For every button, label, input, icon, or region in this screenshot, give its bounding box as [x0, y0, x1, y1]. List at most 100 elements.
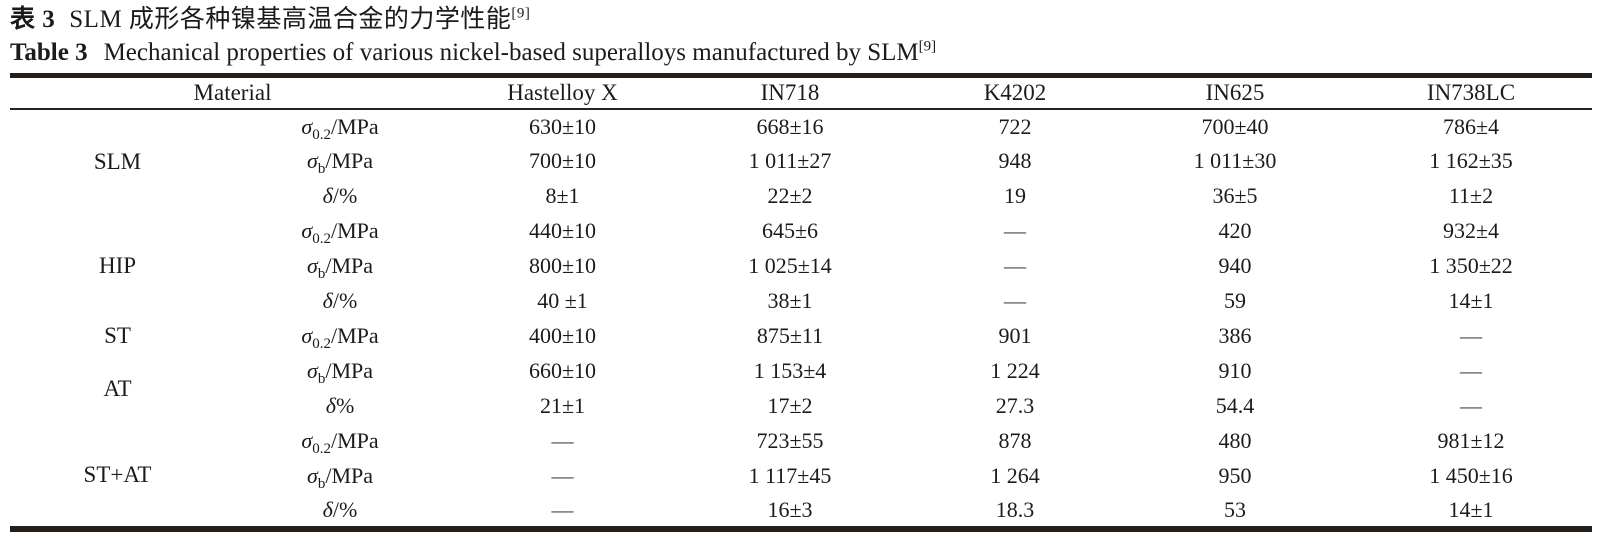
value-cell: 40 ±1 [537, 288, 588, 313]
value-cell: 53 [1224, 496, 1246, 522]
property-cell: σ0.2/MPa [301, 323, 379, 352]
value-cell: 1 224 [990, 358, 1040, 383]
value-cell: 800±10 [528, 253, 597, 278]
property-cell: σb/MPa [306, 358, 374, 387]
value-cell: 932±4 [1442, 218, 1500, 243]
value-cell: 480 [1218, 428, 1252, 453]
value-cell: 981±12 [1437, 428, 1505, 453]
header-row: Material Hastelloy X IN718 K4202 IN625 I… [10, 76, 1592, 109]
table-row: SLM σ0.2/MPa 630±10 668±16 722 700±40 78… [10, 109, 1592, 174]
value-cell: 722 [998, 113, 1032, 139]
value-cell: 630±10 [528, 113, 597, 139]
citation-ref-zh: [9] [511, 5, 531, 22]
value-cell: 660±10 [528, 358, 597, 383]
property-cell: σb/MPa [306, 148, 374, 177]
property-cell: σb/MPa [306, 463, 374, 492]
value-cell: 16±3 [767, 496, 813, 522]
table-caption-zh-text: SLM 成形各种镍基高温合金的力学性能 [69, 6, 512, 33]
citation-ref-en: [9] [918, 38, 937, 55]
value-cell: 1 350±22 [1429, 253, 1513, 278]
material-group-st: ST [104, 323, 131, 348]
value-cell: — [551, 428, 574, 453]
value-cell: 700±40 [1201, 113, 1269, 139]
value-cell: 1 025±14 [748, 253, 832, 278]
value-cell: 400±10 [528, 323, 597, 348]
value-cell: 27.3 [995, 393, 1035, 418]
value-cell: 878 [998, 428, 1032, 453]
value-cell: 19 [1004, 183, 1026, 208]
value-cell: 875±11 [756, 323, 824, 348]
property-cell: δ% [325, 393, 355, 418]
value-cell: 18.3 [995, 496, 1035, 522]
property-cell: σ0.2/MPa [301, 428, 379, 457]
value-cell: 948 [998, 148, 1032, 173]
value-cell: 910 [1218, 358, 1252, 383]
value-cell: 440±10 [528, 218, 597, 243]
mechanical-properties-table: Material Hastelloy X IN718 K4202 IN625 I… [10, 73, 1592, 532]
column-header-material: Material [193, 79, 272, 105]
value-cell: 22±2 [767, 183, 813, 208]
table-row: δ% 21±1 17±2 27.3 54.4 — [10, 389, 1592, 424]
table-caption-zh: 表 3 SLM 成形各种镍基高温合金的力学性能[9] [10, 4, 1592, 36]
value-cell: 8±1 [545, 183, 580, 208]
table-row: δ/% — 16±3 18.3 53 14±1 [10, 494, 1592, 529]
table-row: ST σ0.2/MPa 400±10 875±11 901 386 — [10, 319, 1592, 354]
column-header-alloy: IN738LC [1426, 79, 1516, 105]
value-cell: 21±1 [539, 393, 586, 418]
material-group-at: AT [103, 375, 132, 401]
property-cell: σb/MPa [306, 253, 374, 282]
value-cell: — [1004, 288, 1026, 313]
property-cell: σ0.2/MPa [301, 113, 379, 143]
value-cell: 386 [1218, 323, 1252, 348]
property-cell: δ/% [322, 183, 358, 208]
value-cell: 1 011±27 [748, 148, 832, 173]
property-cell: δ/% [322, 288, 358, 313]
value-cell: 668±16 [756, 113, 824, 139]
table-row: σb/MPa — 1 117±45 1 264 950 1 450±16 [10, 459, 1592, 494]
material-group-hip: HIP [98, 253, 137, 278]
value-cell: 901 [998, 323, 1032, 348]
material-group-st-at: ST+AT [83, 461, 152, 487]
column-header-alloy: Hastelloy X [507, 79, 618, 105]
value-cell: 1 264 [990, 463, 1040, 488]
table-row: δ/% 40 ±1 38±1 — 59 14±1 [10, 284, 1592, 319]
value-cell: 14±1 [1448, 288, 1494, 313]
value-cell: 723±55 [756, 428, 824, 453]
value-cell: 36±5 [1212, 183, 1258, 208]
value-cell: 1 450±16 [1429, 463, 1513, 488]
table-row: σb/MPa 800±10 1 025±14 — 940 1 350±22 [10, 249, 1592, 284]
table-row: AT σb/MPa 660±10 1 153±4 1 224 910 — [10, 354, 1592, 401]
table-row: δ/% 8±1 22±2 19 36±5 11±2 [10, 179, 1592, 214]
value-cell: 38±1 [767, 288, 813, 313]
value-cell: — [551, 496, 574, 522]
property-cell: σ0.2/MPa [301, 218, 379, 247]
table-row: HIP σ0.2/MPa 440±10 645±6 — 420 932±4 [10, 214, 1592, 278]
value-cell: 1 117±45 [748, 463, 832, 488]
column-header-alloy: IN625 [1205, 79, 1265, 105]
value-cell: — [551, 463, 574, 488]
value-cell: 1 011±30 [1193, 148, 1277, 173]
value-cell: 1 153±4 [753, 358, 827, 383]
table-caption-zh-label: 表 3 [10, 6, 56, 33]
table-caption-en: Table 3 Mechanical properties of various … [10, 36, 1592, 69]
value-cell: — [1460, 358, 1482, 383]
value-cell: — [1460, 323, 1482, 348]
value-cell: 59 [1224, 288, 1246, 313]
value-cell: — [1004, 218, 1026, 243]
value-cell: — [1004, 253, 1026, 278]
value-cell: 17±2 [767, 393, 813, 418]
table-caption-en-text: Mechanical properties of various nickel-… [103, 39, 919, 66]
value-cell: 54.4 [1215, 393, 1255, 418]
material-group-slm: SLM [93, 148, 142, 174]
column-header-alloy: IN718 [760, 79, 820, 105]
value-cell: 645±6 [761, 218, 819, 243]
value-cell: 420 [1218, 218, 1252, 243]
table-row: ST+AT σ0.2/MPa — 723±55 878 480 981±12 [10, 424, 1592, 487]
table-caption-en-label: Table 3 [10, 39, 88, 66]
property-cell: δ/% [322, 496, 358, 522]
value-cell: 1 162±35 [1429, 148, 1513, 173]
value-cell: — [1460, 393, 1482, 418]
value-cell: 11±2 [1448, 183, 1494, 208]
value-cell: 950 [1218, 463, 1252, 488]
value-cell: 700±10 [528, 148, 597, 173]
